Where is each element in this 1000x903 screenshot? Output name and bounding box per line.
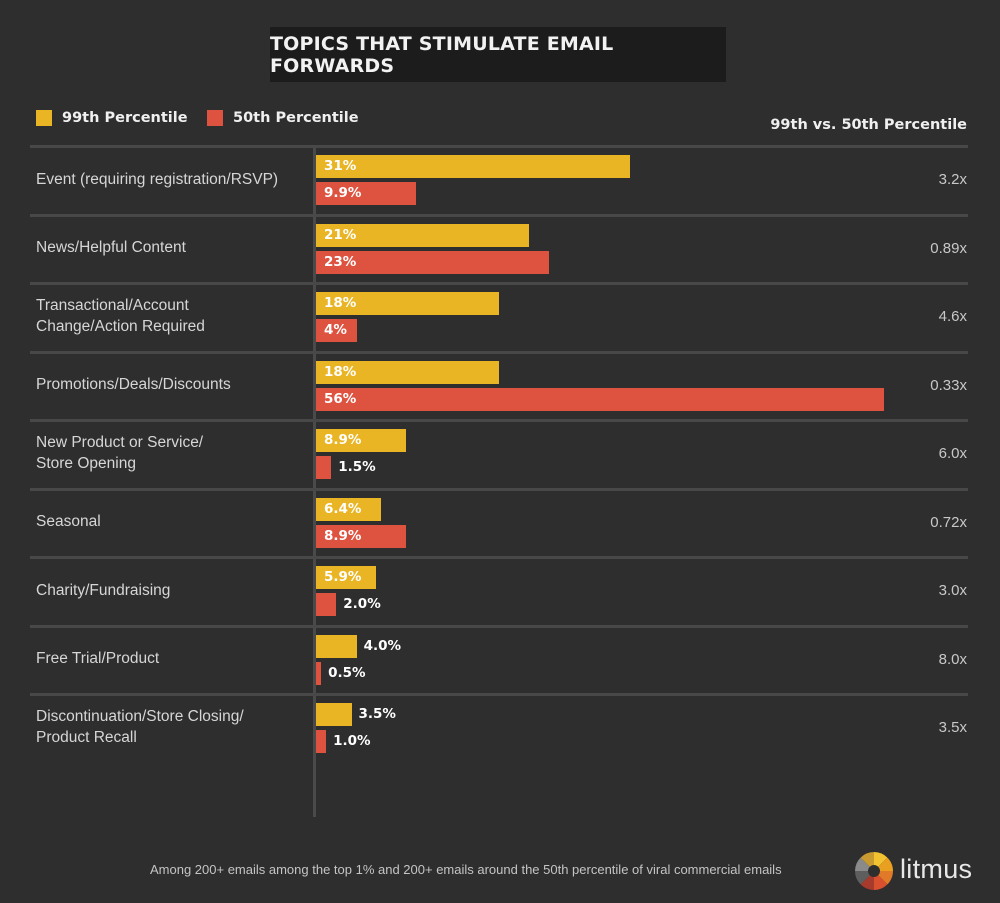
ratio-value: 8.0x (938, 650, 967, 668)
bar-99th-label: 18% (324, 363, 357, 380)
ratio-value: 0.33x (930, 376, 967, 394)
bar-50th-label: 9.9% (324, 185, 362, 201)
bar-99th (316, 634, 357, 658)
legend-swatch-99th (36, 110, 52, 126)
bar-50th-label: 1.0% (333, 733, 371, 749)
brand-wordmark: litmus (900, 854, 973, 884)
row-separator (30, 624, 968, 628)
row-separator (30, 282, 968, 285)
category-label: Charity/Fundraising (36, 581, 171, 599)
row-separator (30, 556, 968, 559)
bar-99th-label: 6.4% (324, 500, 362, 517)
chart-title: TOPICS THAT STIMULATE EMAIL FORWARDS (270, 32, 614, 77)
bar-50th (316, 593, 337, 616)
ratio-column-header: 99th vs. 50th Percentile (770, 117, 967, 133)
bar-99th-label: 8.9% (324, 432, 362, 448)
title-banner: TOPICS THAT STIMULATE EMAIL FORWARDS (270, 27, 726, 82)
category-label: News/Helpful Content (36, 239, 186, 257)
bar-99th-label: 18% (324, 295, 357, 311)
category-label: Event (requiring registration/RSVP) (36, 170, 279, 188)
bar-50th-label: 2.0% (343, 596, 381, 612)
bar-99th (316, 223, 529, 247)
legend-swatch-50th (207, 110, 223, 126)
legend-label-50th: 50th Percentile (233, 110, 359, 126)
ratio-value: 3.0x (938, 582, 967, 600)
bar-50th (316, 524, 407, 548)
ratio-value: 0.72x (930, 513, 967, 531)
category-label: Transactional/Account Change/Action Requ… (36, 297, 205, 336)
ratio-value: 4.6x (938, 308, 967, 326)
category-label: Free Trial/Product (36, 650, 160, 668)
bar-99th (316, 497, 381, 521)
ratio-value: 3.2x (938, 171, 967, 189)
category-label: Seasonal (36, 513, 101, 531)
bar-99th (316, 566, 376, 589)
row-separator (30, 487, 968, 491)
bar-99th (316, 155, 631, 178)
row-separator (30, 693, 968, 696)
row-separator (30, 350, 968, 354)
bar-99th-label: 5.9% (324, 569, 362, 585)
bar-50th (316, 319, 357, 342)
bar-50th (316, 730, 327, 753)
bar-50th-label: 4% (324, 322, 347, 338)
category-label: Promotions/Deals/Discounts (36, 376, 231, 394)
footer-note: Among 200+ emails among the top 1% and 2… (150, 862, 782, 877)
legend-99th: 99th Percentile (36, 110, 188, 126)
bar-99th (316, 292, 499, 315)
bar-50th-label: 56% (324, 390, 357, 407)
row-separator (30, 213, 968, 217)
legend-label-99th: 99th Percentile (62, 110, 188, 126)
bar-50th (316, 387, 884, 411)
bar-50th (316, 661, 322, 685)
row-separator (30, 419, 968, 422)
bar-99th-label: 31% (324, 158, 357, 174)
ratio-value: 6.0x (938, 445, 967, 463)
bar-99th-label: 4.0% (363, 637, 402, 654)
bar-50th-label: 23% (324, 253, 357, 270)
bar-50th-label: 0.5% (328, 664, 366, 681)
ratio-value: 0.89x (930, 239, 967, 257)
legend-50th: 50th Percentile (207, 110, 359, 126)
ratio-value: 3.5x (938, 719, 967, 737)
bar-50th (316, 250, 550, 274)
bar-50th (316, 182, 417, 205)
bar-99th (316, 703, 352, 726)
bar-99th (316, 429, 407, 452)
bar-50th-label: 8.9% (324, 527, 362, 544)
bar-99th (316, 360, 499, 384)
category-label: New Product or Service/ Store Opening (36, 434, 204, 473)
litmus-logo-icon (855, 852, 893, 890)
bar-99th-label: 3.5% (358, 706, 396, 722)
bar-50th (316, 456, 332, 479)
row-separator (30, 145, 968, 148)
bar-50th-label: 1.5% (338, 459, 376, 475)
bar-axis-line (313, 147, 316, 817)
category-label: Discontinuation/Store Closing/ Product R… (36, 708, 244, 747)
bar-99th-label: 21% (324, 226, 357, 243)
